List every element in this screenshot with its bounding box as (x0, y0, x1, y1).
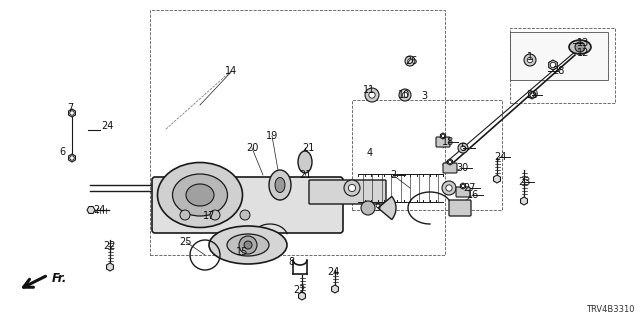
Circle shape (239, 236, 257, 254)
Text: 21: 21 (299, 170, 311, 180)
FancyBboxPatch shape (436, 137, 450, 147)
Text: 24: 24 (327, 267, 339, 277)
Text: 11: 11 (363, 85, 375, 95)
Circle shape (575, 42, 585, 52)
Circle shape (348, 184, 356, 192)
Text: 27: 27 (464, 183, 476, 193)
FancyBboxPatch shape (309, 180, 386, 204)
Text: 5: 5 (460, 143, 466, 153)
FancyBboxPatch shape (456, 187, 470, 197)
Circle shape (361, 201, 375, 215)
Text: 9: 9 (374, 203, 380, 213)
Circle shape (344, 180, 360, 196)
Circle shape (369, 92, 375, 98)
Text: 21: 21 (302, 143, 314, 153)
Ellipse shape (227, 234, 269, 256)
Text: 2: 2 (390, 170, 396, 180)
Text: 18: 18 (442, 137, 454, 147)
Text: 3: 3 (421, 91, 427, 101)
Text: 8: 8 (288, 257, 294, 267)
Circle shape (442, 181, 456, 195)
Circle shape (365, 88, 379, 102)
Text: 24: 24 (101, 121, 113, 131)
FancyBboxPatch shape (449, 200, 471, 216)
Circle shape (403, 92, 408, 98)
Text: Fr.: Fr. (52, 271, 67, 284)
Circle shape (446, 185, 452, 191)
Text: 7: 7 (67, 103, 73, 113)
Circle shape (180, 210, 190, 220)
Circle shape (70, 156, 74, 160)
Text: 10: 10 (398, 90, 410, 100)
Bar (510, 28, 615, 103)
Circle shape (405, 56, 415, 66)
Circle shape (524, 54, 536, 66)
Text: 29: 29 (526, 90, 538, 100)
Circle shape (240, 210, 250, 220)
Text: 14: 14 (225, 66, 237, 76)
Text: 20: 20 (246, 143, 258, 153)
Ellipse shape (298, 151, 312, 173)
Circle shape (458, 143, 468, 153)
Text: 30: 30 (456, 163, 468, 173)
Text: 17: 17 (203, 211, 215, 221)
Text: 15: 15 (236, 247, 248, 257)
Ellipse shape (157, 163, 243, 228)
Bar (150, 10, 445, 255)
Ellipse shape (275, 178, 285, 193)
Text: 28: 28 (552, 66, 564, 76)
Text: 16: 16 (467, 190, 479, 200)
FancyBboxPatch shape (152, 177, 343, 233)
Text: 24: 24 (494, 152, 506, 162)
Circle shape (210, 210, 220, 220)
Circle shape (399, 89, 411, 101)
Text: 4: 4 (367, 148, 373, 158)
Ellipse shape (186, 184, 214, 206)
Text: 6: 6 (59, 147, 65, 157)
Text: TRV4B3310: TRV4B3310 (586, 305, 635, 314)
Wedge shape (378, 196, 396, 220)
Ellipse shape (209, 226, 287, 264)
Text: 1: 1 (527, 52, 533, 62)
Ellipse shape (569, 40, 591, 54)
Ellipse shape (269, 170, 291, 200)
Circle shape (449, 160, 452, 164)
Circle shape (442, 134, 445, 138)
Text: 25: 25 (180, 237, 192, 247)
Text: 12: 12 (577, 48, 589, 58)
Circle shape (550, 62, 556, 68)
Circle shape (70, 111, 74, 115)
Circle shape (527, 57, 532, 63)
Text: 23: 23 (518, 177, 530, 187)
Ellipse shape (173, 174, 227, 216)
FancyBboxPatch shape (443, 163, 457, 173)
Bar (352, 100, 502, 210)
Circle shape (244, 241, 252, 249)
Text: 19: 19 (266, 131, 278, 141)
Text: 26: 26 (405, 56, 417, 66)
Text: 24: 24 (93, 205, 105, 215)
Text: 13: 13 (577, 38, 589, 48)
Circle shape (408, 59, 412, 63)
Text: 22: 22 (292, 285, 305, 295)
Text: 22: 22 (104, 241, 116, 251)
Circle shape (461, 184, 465, 188)
Bar (510, 32, 608, 80)
Circle shape (530, 93, 534, 97)
Circle shape (461, 146, 465, 150)
